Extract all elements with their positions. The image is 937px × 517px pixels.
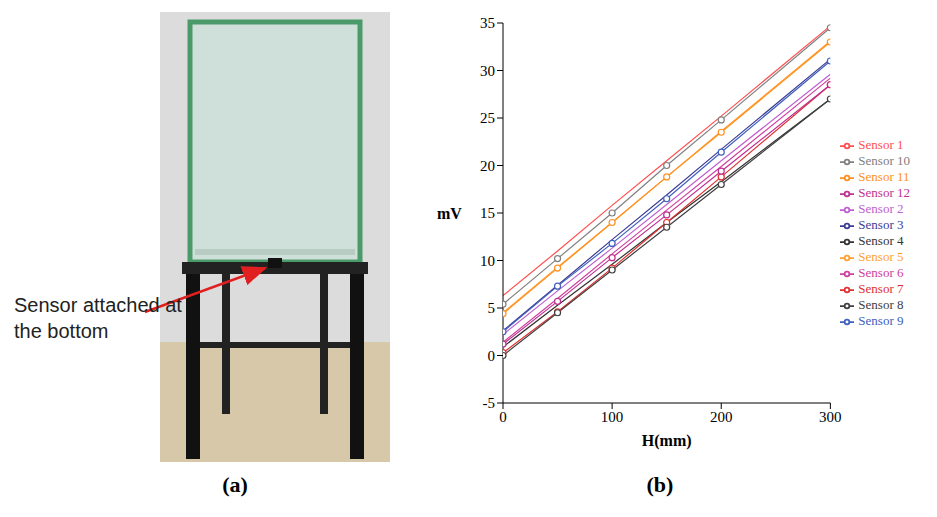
html-text:Sensor 1: Sensor 1	[858, 136, 904, 152]
svg-text:30: 30	[480, 63, 495, 79]
html-text:(b): (b)	[646, 472, 674, 497]
html-text:Sensor 8: Sensor 8	[858, 297, 904, 313]
svg-text:-5: -5	[483, 395, 496, 411]
html-text:Sensor 9: Sensor 9	[858, 313, 904, 329]
html-text:Sensor 7: Sensor 7	[858, 281, 904, 296]
svg-text:mV: mV	[437, 205, 462, 222]
html-text:Sensor 2: Sensor 2	[858, 201, 904, 216]
svg-text:0: 0	[488, 348, 496, 364]
svg-text:5: 5	[488, 300, 496, 316]
html-text:Sensor 12: Sensor 12	[858, 185, 910, 200]
html-text:Sensor 11: Sensor 11	[858, 168, 910, 184]
svg-text:25: 25	[480, 110, 495, 126]
svg-text:Sensor attached at: Sensor attached at	[14, 294, 182, 316]
html-text:Sensor 3: Sensor 3	[858, 217, 904, 232]
svg-text:100: 100	[601, 409, 624, 425]
svg-text:300: 300	[819, 409, 842, 425]
svg-text:0: 0	[499, 409, 507, 425]
html-text:Sensor 6: Sensor 6	[858, 265, 904, 280]
svg-text:H(mm): H(mm)	[642, 432, 692, 450]
html-text:(a): (a)	[222, 472, 248, 497]
html-text:Sensor 10: Sensor 10	[858, 152, 910, 168]
svg-text:20: 20	[480, 158, 495, 174]
svg-text:35: 35	[480, 15, 495, 31]
html-text:Sensor 5: Sensor 5	[858, 249, 904, 264]
svg-text:the bottom: the bottom	[14, 320, 109, 342]
svg-text:10: 10	[480, 253, 495, 269]
svg-text:200: 200	[710, 409, 733, 425]
html-text:Sensor 4: Sensor 4	[858, 233, 904, 248]
svg-text:15: 15	[480, 205, 495, 221]
